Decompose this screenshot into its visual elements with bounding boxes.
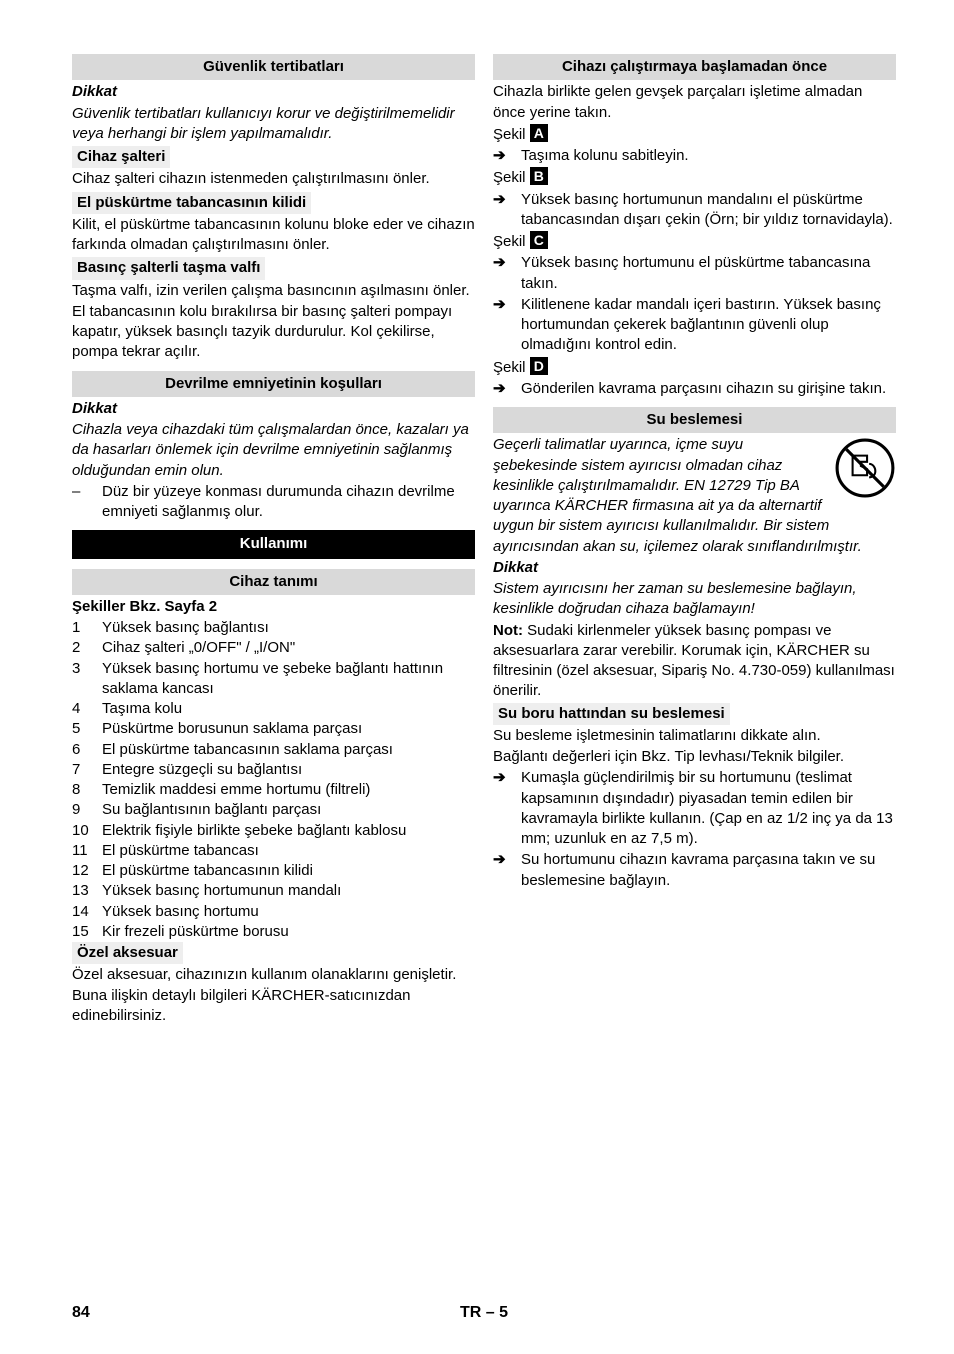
safety-intro: Güvenlik tertibatları kullanıcıyı korur … xyxy=(72,104,475,145)
heading-device-desc: Cihaz tanımı xyxy=(72,569,475,595)
figures-ref: Şekiller Bkz. Sayfa 2 xyxy=(72,597,475,617)
attention-label-3: Dikkat xyxy=(493,558,896,578)
subhead-device-switch: Cihaz şalteri xyxy=(72,146,170,168)
gun-lock-text: Kilit, el püskürtme tabancasının kolunu … xyxy=(72,215,475,256)
step-e2: ➔Su hortumunu cihazın kavrama parçasına … xyxy=(493,850,896,891)
step-c2: ➔Kilitlenene kadar mandalı içeri bastırı… xyxy=(493,295,896,356)
subhead-special-acc: Özel aksesuar xyxy=(72,942,183,964)
step-c1: ➔Yüksek basınç hortumunu el püskürtme ta… xyxy=(493,253,896,294)
attention-label-2: Dikkat xyxy=(72,399,475,419)
page-footer: 84 TR – 5 xyxy=(72,1302,896,1324)
before-start-text: Cihazla birlikte gelen gevşek parçaları … xyxy=(493,82,896,123)
mains-water-p1: Su besleme işletmesinin talimatlarını di… xyxy=(493,726,896,746)
subhead-overflow-valve: Basınç şalterli taşma valfı xyxy=(72,257,265,279)
step-e1: ➔Kumaşla güçlendirilmiş bir su hortumunu… xyxy=(493,768,896,849)
system-separator-warn: Sistem ayırıcısını her zaman su beslemes… xyxy=(493,579,896,620)
overflow-text-2: El tabancasının kolu bırakılırsa bir bas… xyxy=(72,302,475,363)
heading-usage: Kullanımı xyxy=(72,530,475,558)
heading-before-start: Cihazı çalıştırmaya başlamadan önce xyxy=(493,54,896,80)
note-text: Not: Sudaki kirlenmeler yüksek basınç po… xyxy=(493,621,896,702)
left-column: Güvenlik tertibatları Dikkat Güvenlik te… xyxy=(72,54,475,1264)
step-d1: ➔Gönderilen kavrama parçasını cihazın su… xyxy=(493,379,896,399)
mains-water-p2: Bağlantı değerleri için Bkz. Tip levhası… xyxy=(493,747,896,767)
overflow-text-1: Taşma valfı, izin verilen çalışma basınc… xyxy=(72,281,475,301)
stability-intro: Cihazla veya cihazdaki tüm çalışmalardan… xyxy=(72,420,475,481)
figure-c-label: Şekil C xyxy=(493,231,896,252)
right-column: Cihazı çalıştırmaya başlamadan önce Ciha… xyxy=(493,54,896,1264)
page-code: TR – 5 xyxy=(460,1302,508,1324)
device-switch-text: Cihaz şalteri cihazın istenmeden çalıştı… xyxy=(72,169,475,189)
dash-item: – Düz bir yüzeye konması durumunda cihaz… xyxy=(72,482,475,523)
heading-stability: Devrilme emniyetinin koşulları xyxy=(72,371,475,397)
step-b1: ➔Yüksek basınç hortumunun mandalını el p… xyxy=(493,190,896,231)
figure-b-label: Şekil B xyxy=(493,167,896,188)
subhead-gun-lock: El püskürtme tabancasının kilidi xyxy=(72,192,311,214)
heading-water-supply: Su beslemesi xyxy=(493,407,896,433)
subhead-mains-water: Su boru hattından su beslemesi xyxy=(493,703,730,725)
no-drinking-water-icon xyxy=(834,437,896,499)
heading-safety-devices: Güvenlik tertibatları xyxy=(72,54,475,80)
page-number: 84 xyxy=(72,1302,90,1324)
parts-list: 1Yüksek basınç bağlantısı 2Cihaz şalteri… xyxy=(72,618,475,942)
attention-label: Dikkat xyxy=(72,82,475,102)
figure-a-label: Şekil A xyxy=(493,124,896,145)
special-acc-text: Özel aksesuar, cihazınızın kullanım olan… xyxy=(72,965,475,1026)
figure-d-label: Şekil D xyxy=(493,357,896,378)
step-a1: ➔Taşıma kolunu sabitleyin. xyxy=(493,146,896,166)
